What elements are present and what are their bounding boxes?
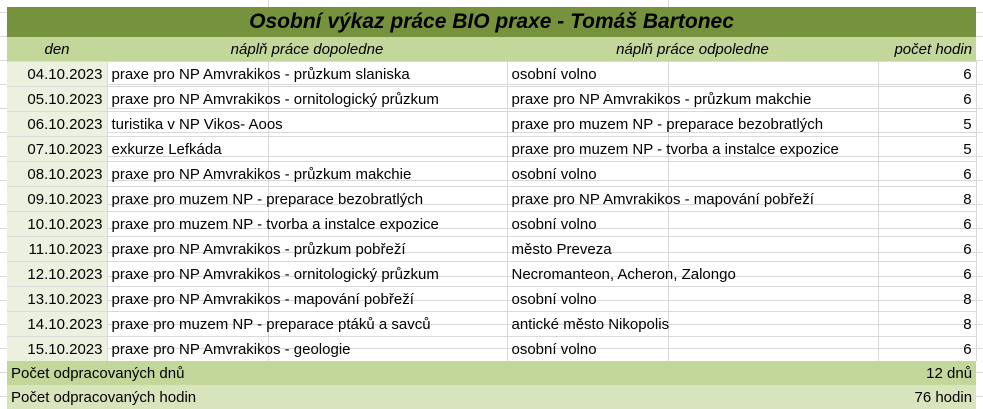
morning-cell[interactable]: praxe pro NP Amvrakikos - geologie [107,336,508,361]
header-hours[interactable]: počet hodin [878,37,977,62]
afternoon-cell[interactable]: osobní volno [507,286,879,312]
worked-hours-label[interactable]: Počet odpracovaných hodin [7,385,878,409]
morning-cell[interactable]: praxe pro NP Amvrakikos - mapování pobře… [107,286,508,312]
morning-cell[interactable]: praxe pro muzem NP - preparace ptáků a s… [107,311,508,337]
table-row: 12.10.2023 praxe pro NP Amvrakikos - orni… [7,261,977,287]
afternoon-cell[interactable]: praxe pro muzem NP - tvorba a instalce e… [507,136,879,162]
hours-cell[interactable]: 6 [878,61,977,87]
afternoon-cell[interactable]: Necromanteon, Acheron, Zalongo [507,261,879,287]
date-cell[interactable]: 04.10.2023 [7,61,108,87]
morning-cell[interactable]: praxe pro muzem NP - preparace bezobratl… [107,186,508,212]
hours-cell[interactable]: 6 [878,236,977,262]
header-morning[interactable]: náplň práce dopoledne [107,37,507,62]
work-report-table: Osobní výkaz práce BIO praxe - Tomáš Bar… [7,7,977,409]
header-day[interactable]: den [7,37,107,62]
worked-hours-value[interactable]: 76 hodin [878,385,977,409]
hours-cell[interactable]: 5 [878,136,977,162]
date-cell[interactable]: 05.10.2023 [7,86,108,112]
date-cell[interactable]: 12.10.2023 [7,261,108,287]
afternoon-cell[interactable]: praxe pro NP Amvrakikos - mapování pobře… [507,186,879,212]
morning-cell[interactable]: praxe pro NP Amvrakikos - průzkum makchi… [107,161,508,187]
table-row: 15.10.2023 praxe pro NP Amvrakikos - geol… [7,336,977,361]
morning-cell[interactable]: praxe pro NP Amvrakikos - průzkum slanis… [107,61,508,87]
date-cell[interactable]: 11.10.2023 [7,236,108,262]
afternoon-cell[interactable]: osobní volno [507,211,879,237]
table-row: 07.10.2023 exkurze Lefkáda praxe pro muzem… [7,136,977,162]
report-title[interactable]: Osobní výkaz práce BIO praxe - Tomáš Bar… [7,7,977,37]
worked-days-value[interactable]: 12 dnů [878,361,977,385]
table-row: 14.10.2023 praxe pro muzem NP - preparace… [7,311,977,337]
date-cell[interactable]: 14.10.2023 [7,311,108,337]
table-row: 11.10.2023 praxe pro NP Amvrakikos - průz… [7,236,977,262]
afternoon-cell[interactable]: osobní volno [507,61,879,87]
table-row: 08.10.2023 praxe pro NP Amvrakikos - průz… [7,161,977,187]
date-cell[interactable]: 15.10.2023 [7,336,108,361]
date-cell[interactable]: 09.10.2023 [7,186,108,212]
header-afternoon[interactable]: náplň práce odpoledne [507,37,878,62]
date-cell[interactable]: 07.10.2023 [7,136,108,162]
hours-cell[interactable]: 8 [878,186,977,212]
worked-days-label[interactable]: Počet odpracovaných dnů [7,361,878,385]
morning-cell[interactable]: praxe pro NP Amvrakikos - průzkum pobřež… [107,236,508,262]
afternoon-cell[interactable]: osobní volno [507,336,879,361]
table-row: 09.10.2023 praxe pro muzem NP - preparace… [7,186,977,212]
hours-cell[interactable]: 5 [878,111,977,137]
hours-cell[interactable]: 6 [878,261,977,287]
afternoon-cell[interactable]: osobní volno [507,161,879,187]
table-row: 04.10.2023 praxe pro NP Amvrakikos - průz… [7,61,977,87]
afternoon-cell[interactable]: město Preveza [507,236,879,262]
hours-cell[interactable]: 8 [878,286,977,312]
table-row: 10.10.2023 praxe pro muzem NP - tvorba a … [7,211,977,237]
table-row: 06.10.2023 turistika v NP Vikos- Aoos prax… [7,111,977,137]
date-cell[interactable]: 13.10.2023 [7,286,108,312]
date-cell[interactable]: 10.10.2023 [7,211,108,237]
hours-cell[interactable]: 6 [878,161,977,187]
date-cell[interactable]: 06.10.2023 [7,111,108,137]
morning-cell[interactable]: exkurze Lefkáda [107,136,508,162]
table-row: 13.10.2023 praxe pro NP Amvrakikos - mapo… [7,286,977,312]
date-cell[interactable]: 08.10.2023 [7,161,108,187]
morning-cell[interactable]: praxe pro muzem NP - tvorba a instalce e… [107,211,508,237]
table-row: 05.10.2023 praxe pro NP Amvrakikos - orni… [7,86,977,112]
morning-cell[interactable]: praxe pro NP Amvrakikos - ornitologický … [107,261,508,287]
morning-cell[interactable]: turistika v NP Vikos- Aoos [107,111,508,137]
afternoon-cell[interactable]: praxe pro NP Amvrakikos - průzkum makchi… [507,86,879,112]
hours-cell[interactable]: 6 [878,211,977,237]
morning-cell[interactable]: praxe pro NP Amvrakikos - ornitologický … [107,86,508,112]
afternoon-cell[interactable]: praxe pro muzem NP - preparace bezobratl… [507,111,879,137]
hours-cell[interactable]: 8 [878,311,977,337]
afternoon-cell[interactable]: antické město Nikopolis [507,311,879,337]
hours-cell[interactable]: 6 [878,86,977,112]
hours-cell[interactable]: 6 [878,336,977,361]
